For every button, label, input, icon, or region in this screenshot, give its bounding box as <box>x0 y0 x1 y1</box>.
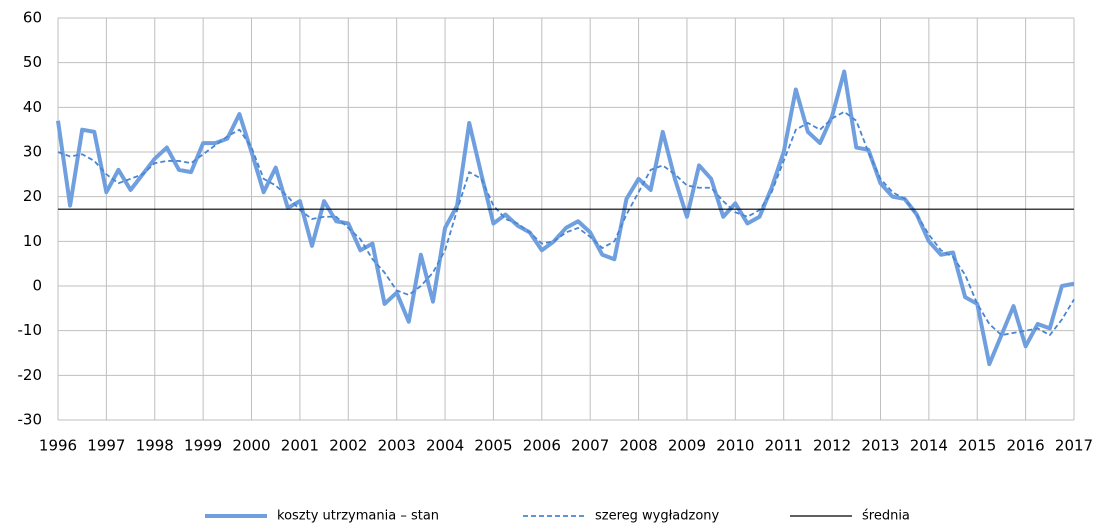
x-tick-label: 2015 <box>958 437 996 455</box>
x-tick-label: 1998 <box>136 437 174 455</box>
x-tick-label: 2003 <box>378 437 416 455</box>
x-tick-label: 2017 <box>1055 437 1093 455</box>
x-tick-label: 2008 <box>619 437 657 455</box>
x-tick-label: 2016 <box>1007 437 1045 455</box>
y-tick-label: 50 <box>23 53 42 71</box>
x-tick-label: 2006 <box>523 437 561 455</box>
y-tick-label: -10 <box>18 321 43 339</box>
x-tick-label: 2001 <box>281 437 319 455</box>
legend-label: koszty utrzymania – stan <box>277 509 439 524</box>
line-series <box>57 110 1075 337</box>
legend-label: szereg wygładzony <box>595 509 720 524</box>
x-tick-label: 1997 <box>87 437 125 455</box>
y-tick-label: 60 <box>23 9 42 27</box>
line-series <box>56 69 1075 367</box>
x-tick-label: 2004 <box>426 437 464 455</box>
x-tick-label: 2005 <box>474 437 512 455</box>
y-tick-label: 0 <box>32 277 42 295</box>
x-tick-label: 2011 <box>765 437 803 455</box>
y-tick-label: 30 <box>23 143 42 161</box>
y-tick-label: 10 <box>23 232 42 250</box>
x-tick-label: 2012 <box>813 437 851 455</box>
x-tick-label: 2000 <box>232 437 270 455</box>
x-tick-label: 2010 <box>716 437 754 455</box>
x-tick-label: 2002 <box>329 437 367 455</box>
x-tick-label: 2013 <box>861 437 899 455</box>
x-tick-label: 2014 <box>910 437 948 455</box>
x-tick-label: 1999 <box>184 437 222 455</box>
legend-label: średnia <box>862 509 910 524</box>
x-tick-label: 1996 <box>39 437 77 455</box>
x-tick-label: 2009 <box>668 437 706 455</box>
y-tick-label: -20 <box>18 366 43 384</box>
y-tick-label: 20 <box>23 187 42 205</box>
y-tick-label: -30 <box>18 411 43 429</box>
x-tick-label: 2007 <box>571 437 609 455</box>
y-tick-label: 40 <box>23 98 42 116</box>
